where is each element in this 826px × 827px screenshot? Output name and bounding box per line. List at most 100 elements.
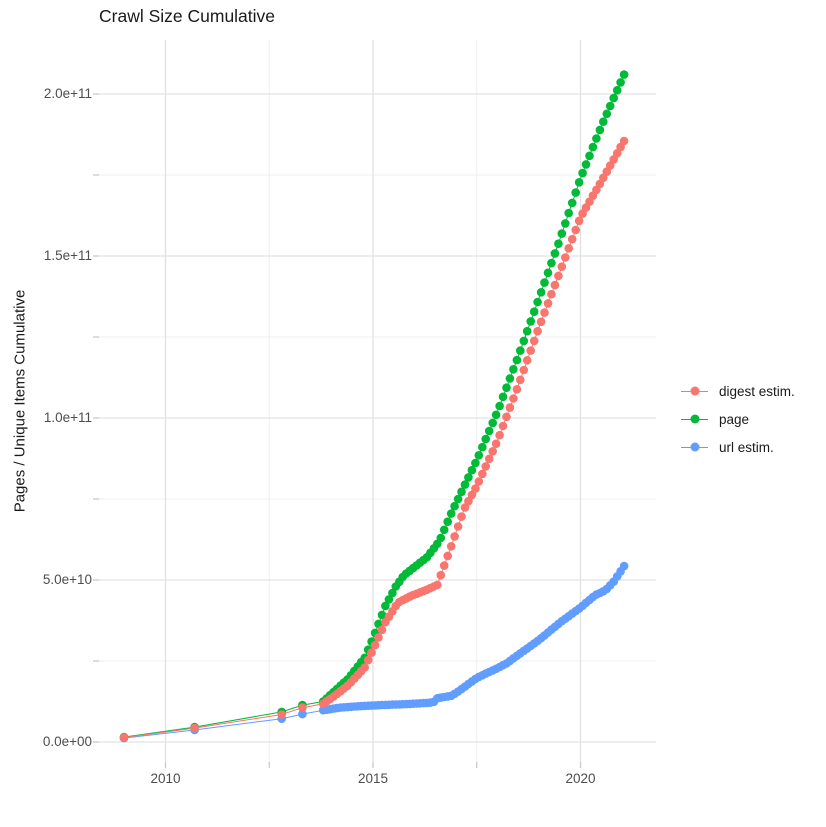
data-point — [547, 258, 556, 268]
data-point — [619, 136, 629, 146]
data-point — [471, 458, 480, 468]
data-point — [529, 336, 539, 346]
data-point — [522, 356, 532, 365]
data-point — [516, 346, 525, 355]
data-point — [574, 216, 584, 226]
data-point — [557, 229, 567, 238]
data-point — [526, 346, 535, 355]
data-point — [381, 601, 390, 611]
x-tick-label: 2015 — [357, 771, 389, 786]
data-point — [491, 410, 501, 420]
data-point — [605, 101, 615, 111]
data-point — [588, 142, 598, 152]
data-point — [360, 663, 370, 672]
data-point — [478, 469, 487, 479]
data-point — [498, 392, 508, 402]
data-point — [512, 385, 522, 394]
data-point — [536, 317, 546, 327]
data-point — [567, 234, 577, 244]
data-point — [484, 454, 494, 464]
data-point — [488, 447, 498, 456]
data-point — [481, 434, 491, 444]
data-point — [298, 703, 307, 712]
series-points-page — [119, 70, 629, 742]
data-point — [578, 168, 587, 178]
x-tick-label: 2020 — [565, 771, 596, 786]
data-point — [574, 178, 584, 187]
data-point — [457, 512, 466, 521]
data-point — [533, 297, 542, 307]
x-tick-label: 2010 — [150, 771, 181, 786]
data-point — [536, 288, 546, 297]
data-point — [561, 219, 570, 228]
legend-key-dot — [690, 386, 699, 396]
legend-key-dot — [690, 414, 699, 424]
data-point — [478, 442, 487, 452]
data-point — [543, 299, 553, 308]
data-point — [439, 561, 449, 570]
data-point — [554, 271, 563, 281]
data-point — [540, 308, 549, 317]
data-point — [550, 249, 560, 258]
data-point — [474, 451, 484, 460]
data-point — [585, 151, 594, 161]
data-point — [384, 595, 394, 604]
y-tick-label: 5.0e+10 — [42, 572, 92, 587]
data-point — [602, 109, 612, 119]
series-points-digest-estim- — [119, 136, 629, 742]
y-tick-label: 0.0e+00 — [42, 734, 92, 749]
legend-key-icon — [681, 442, 708, 452]
data-point — [581, 160, 591, 169]
data-point — [547, 289, 556, 299]
data-point — [484, 426, 494, 436]
data-point — [436, 570, 446, 580]
data-point — [495, 401, 504, 411]
data-point — [377, 610, 387, 620]
data-point — [509, 394, 518, 403]
data-point — [433, 580, 442, 590]
y-tick-label: 1.0e+11 — [43, 410, 92, 425]
data-point — [512, 355, 522, 365]
legend-item-url-estim-: url estim. — [681, 433, 795, 461]
data-point — [464, 496, 473, 506]
data-point — [450, 501, 459, 511]
data-point — [374, 633, 383, 642]
data-point — [526, 317, 535, 326]
data-point — [277, 710, 287, 719]
y-axis-title: Pages / Unique Items Cumulative — [11, 289, 29, 513]
data-point — [460, 503, 470, 512]
data-point — [495, 430, 504, 440]
data-point — [543, 268, 553, 278]
series-points-url-estim- — [119, 561, 629, 743]
data-point — [529, 307, 539, 317]
data-point — [509, 365, 518, 374]
data-point — [533, 326, 542, 336]
data-point — [540, 278, 549, 287]
data-point — [488, 418, 498, 428]
data-point — [491, 439, 501, 449]
data-point — [467, 465, 477, 475]
data-point — [564, 244, 573, 253]
data-point — [481, 462, 491, 471]
data-point — [388, 588, 397, 598]
legend-key-icon — [681, 414, 708, 424]
data-point — [571, 225, 580, 235]
data-point — [443, 517, 453, 526]
data-point — [498, 421, 508, 431]
data-point — [467, 490, 477, 500]
legend-label: url estim. — [719, 439, 774, 455]
data-point — [564, 208, 573, 218]
data-point — [453, 494, 463, 504]
legend-label: digest estim. — [719, 383, 795, 399]
data-point — [457, 487, 466, 497]
data-point — [370, 640, 380, 650]
series-line-page — [123, 74, 625, 738]
data-point — [119, 733, 129, 742]
data-point — [502, 383, 511, 393]
data-point — [550, 280, 560, 290]
data-point — [609, 93, 618, 103]
data-point — [619, 70, 629, 79]
data-point — [453, 522, 463, 531]
data-point — [460, 480, 470, 489]
